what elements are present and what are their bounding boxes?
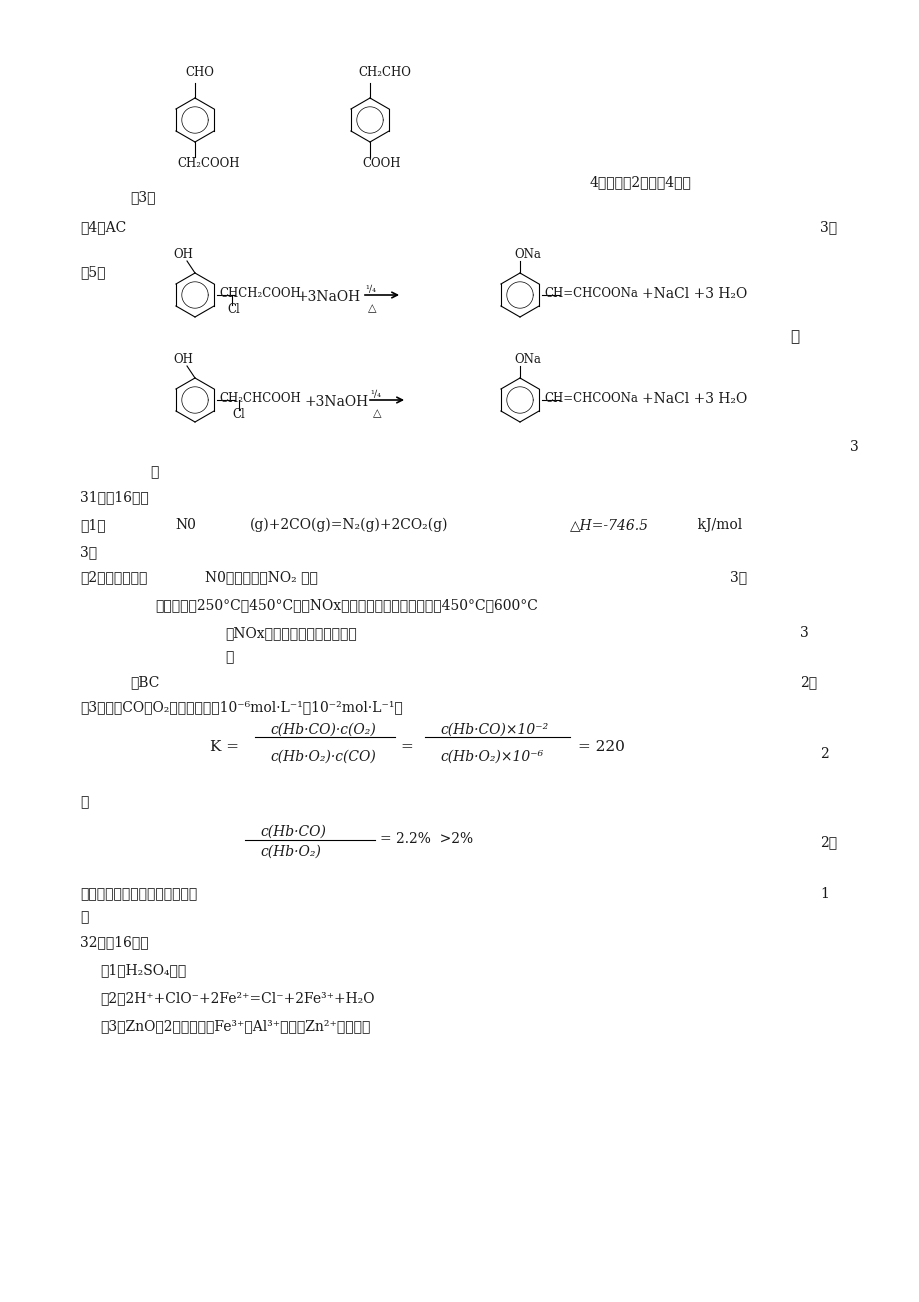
Text: 或: 或 xyxy=(789,329,799,344)
Text: ONa: ONa xyxy=(514,247,540,260)
Text: CHCH₂COOH: CHCH₂COOH xyxy=(219,286,301,299)
Text: △: △ xyxy=(372,408,381,418)
Text: N0转化效率比NO₂ 的低: N0转化效率比NO₂ 的低 xyxy=(205,570,318,585)
Text: 1: 1 xyxy=(819,887,828,901)
Text: OH: OH xyxy=(173,353,193,366)
Text: 2: 2 xyxy=(819,747,828,760)
Text: （2）①结论一：: （2）①结论一： xyxy=(80,570,147,585)
Text: （4）AC: （4）AC xyxy=(80,220,126,234)
Text: 时NOx转化率随温度升高而减小: 时NOx转化率随温度升高而减小 xyxy=(225,626,357,641)
Text: c(Hb·O₂)×10⁻⁶: c(Hb·O₂)×10⁻⁶ xyxy=(439,750,542,764)
Text: CH=CHCOONa: CH=CHCOONa xyxy=(543,286,637,299)
Text: 结论二：在250°C－450°C时，NOx转化率随温度升高而增大，450°C－600°C: 结论二：在250°C－450°C时，NOx转化率随温度升高而增大，450°C－6… xyxy=(154,598,538,612)
Text: Cl: Cl xyxy=(232,408,244,421)
Text: （5）: （5） xyxy=(80,266,106,279)
Text: CHO: CHO xyxy=(185,66,213,79)
Text: ¹∕₄: ¹∕₄ xyxy=(369,391,380,398)
Text: CH₂COOH: CH₂COOH xyxy=(176,158,239,171)
Text: +3NaOH: +3NaOH xyxy=(305,395,369,409)
Text: = 2.2%  >2%: = 2.2% >2% xyxy=(380,832,472,846)
Text: （3）: （3） xyxy=(130,190,155,204)
Text: CH₂CHO: CH₂CHO xyxy=(357,66,411,79)
Text: CH₂CHCOOH: CH₂CHCOOH xyxy=(219,392,301,405)
Text: COOH: COOH xyxy=(361,158,400,171)
Text: 3分: 3分 xyxy=(819,220,836,234)
Text: 分: 分 xyxy=(225,650,233,664)
Text: +NaCl +3 H₂O: +NaCl +3 H₂O xyxy=(641,392,746,406)
Text: 故，抽烟会造成人的智力损伤。: 故，抽烟会造成人的智力损伤。 xyxy=(80,887,197,901)
Text: OH: OH xyxy=(173,247,193,260)
Text: c(Hb·CO)·c(O₂): c(Hb·CO)·c(O₂) xyxy=(269,723,375,737)
Text: △H=-746.5: △H=-746.5 xyxy=(570,518,648,533)
Text: ONa: ONa xyxy=(514,353,540,366)
Text: 3: 3 xyxy=(849,440,857,454)
Text: +3NaOH: +3NaOH xyxy=(297,290,361,303)
Text: Cl: Cl xyxy=(227,303,240,316)
Text: 3分: 3分 xyxy=(80,546,97,559)
Text: K =: K = xyxy=(210,740,239,754)
Text: 3分: 3分 xyxy=(729,570,746,585)
Text: （3）肺部CO和O₂的浓度分别为10⁻⁶mol·L⁻¹和10⁻²mol·L⁻¹，: （3）肺部CO和O₂的浓度分别为10⁻⁶mol·L⁻¹和10⁻²mol·L⁻¹， xyxy=(80,700,403,713)
Text: ②BC: ②BC xyxy=(130,674,159,689)
Text: +NaCl +3 H₂O: +NaCl +3 H₂O xyxy=(641,286,746,301)
Text: 31．（16分）: 31．（16分） xyxy=(80,490,149,504)
Text: △: △ xyxy=(368,303,376,312)
Text: c(Hb·O₂): c(Hb·O₂) xyxy=(260,845,321,859)
Text: ¹∕₄: ¹∕₄ xyxy=(365,285,376,294)
Text: （3）ZnO（2分），除去Fe³⁺和Al³⁺，防止Zn²⁺沉淀析出: （3）ZnO（2分），除去Fe³⁺和Al³⁺，防止Zn²⁺沉淀析出 xyxy=(100,1019,370,1032)
Text: c(Hb·CO)×10⁻²: c(Hb·CO)×10⁻² xyxy=(439,723,548,737)
Text: kJ/mol: kJ/mol xyxy=(679,518,742,533)
Text: CH=CHCOONa: CH=CHCOONa xyxy=(543,392,637,405)
Text: 分: 分 xyxy=(80,910,88,924)
Text: =: = xyxy=(400,740,413,754)
Text: 分: 分 xyxy=(150,465,158,479)
Text: 分: 分 xyxy=(80,796,88,809)
Text: 2分: 2分 xyxy=(800,674,816,689)
Text: （1）: （1） xyxy=(80,518,106,533)
Text: c(Hb·O₂)·c(CO): c(Hb·O₂)·c(CO) xyxy=(269,750,375,764)
Text: 2分: 2分 xyxy=(819,835,836,849)
Text: （1）H₂SO₄溶液: （1）H₂SO₄溶液 xyxy=(100,963,186,976)
Text: (g)+2CO(g)=N₂(g)+2CO₂(g): (g)+2CO(g)=N₂(g)+2CO₂(g) xyxy=(250,518,448,533)
Text: 3: 3 xyxy=(800,626,808,641)
Text: c(Hb·CO): c(Hb·CO) xyxy=(260,825,325,838)
Text: 4分（每个2分，共4分）: 4分（每个2分，共4分） xyxy=(589,174,691,189)
Text: = 220: = 220 xyxy=(577,740,624,754)
Text: N0: N0 xyxy=(175,518,196,533)
Text: 32．（16分）: 32．（16分） xyxy=(80,935,149,949)
Text: （2）2H⁺+ClO⁻+2Fe²⁺=Cl⁻+2Fe³⁺+H₂O: （2）2H⁺+ClO⁻+2Fe²⁺=Cl⁻+2Fe³⁺+H₂O xyxy=(100,991,374,1005)
